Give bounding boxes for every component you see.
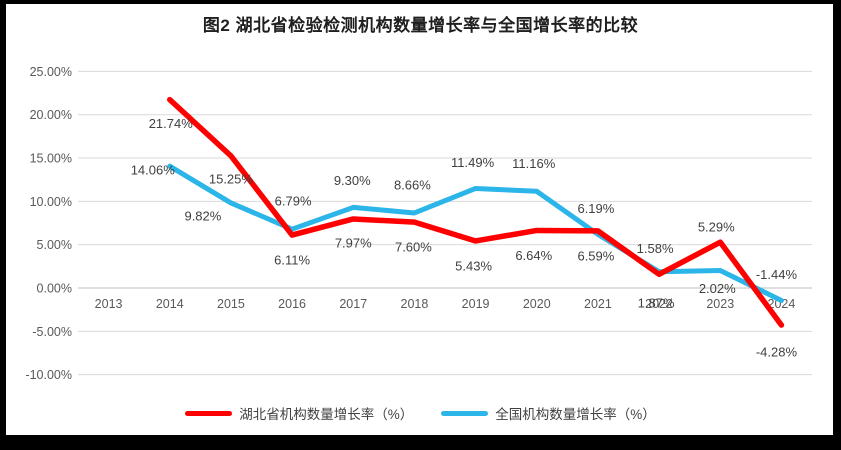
y-axis-tick-label: -5.00%	[32, 325, 72, 339]
data-label: 14.06%	[131, 163, 176, 178]
data-label: 7.60%	[395, 240, 432, 255]
x-axis-tick-label: 2016	[278, 297, 306, 311]
data-label: 11.49%	[451, 155, 495, 170]
data-label: 5.43%	[455, 258, 492, 273]
x-axis-tick-label: 2014	[156, 297, 184, 311]
data-label: 1.58%	[637, 241, 674, 256]
legend: 湖北省机构数量增长率（%） 全国机构数量增长率（%）	[0, 403, 841, 423]
x-axis-tick-label: 2017	[339, 297, 367, 311]
data-label: 1.87%	[638, 295, 675, 310]
x-axis-tick-label: 2022	[645, 297, 673, 311]
x-axis-tick-label: 2018	[401, 297, 429, 311]
legend-item-hubei: 湖北省机构数量增长率（%）	[185, 403, 413, 423]
data-label: 7.97%	[335, 235, 372, 250]
legend-swatch-hubei-line	[185, 410, 233, 416]
data-label: 11.16%	[512, 156, 556, 171]
y-axis-tick-label: 5.00%	[37, 238, 72, 252]
y-axis-tick-label: -10.00%	[25, 368, 72, 382]
data-label: 15.25%	[209, 171, 254, 186]
x-axis-tick-label: 2013	[95, 297, 123, 311]
data-label: -1.44%	[756, 267, 798, 282]
y-axis-tick-label: 20.00%	[30, 108, 72, 122]
data-label: 5.29%	[698, 220, 735, 235]
data-label: 6.11%	[274, 253, 310, 268]
y-axis-tick-label: 15.00%	[30, 152, 72, 166]
x-axis-tick-label: 2023	[706, 297, 734, 311]
chart-canvas	[6, 4, 833, 435]
data-label: 2.02%	[699, 281, 736, 296]
data-label: 6.19%	[577, 201, 614, 216]
y-axis-tick-label: 25.00%	[30, 65, 72, 79]
x-axis-tick-label: 2024	[768, 297, 796, 311]
data-label: 6.64%	[515, 248, 552, 263]
y-axis-tick-label: 0.00%	[37, 282, 72, 296]
x-axis-tick-label: 2020	[523, 297, 551, 311]
legend-swatch-national-line	[441, 410, 489, 416]
legend-label-national: 全国机构数量增长率（%）	[495, 407, 656, 422]
data-label: 6.59%	[577, 248, 614, 263]
series-line-0	[167, 96, 785, 328]
series-line-1	[167, 163, 784, 303]
legend-label-hubei: 湖北省机构数量增长率（%）	[239, 407, 414, 422]
legend-item-national: 全国机构数量增长率（%）	[441, 403, 656, 423]
data-label: 9.82%	[184, 208, 221, 223]
data-label: 21.74%	[149, 116, 194, 131]
x-axis-tick-label: 2021	[584, 297, 612, 311]
data-label: 9.30%	[334, 173, 371, 188]
chart-title: 图2 湖北省检验检测机构数量增长率与全国增长率的比较	[202, 16, 639, 35]
data-label: -4.28%	[756, 345, 798, 360]
y-axis-tick-label: 10.00%	[30, 195, 72, 209]
x-axis-tick-label: 2015	[217, 297, 245, 311]
data-label: 8.66%	[394, 177, 431, 192]
x-axis-tick-label: 2019	[462, 297, 490, 311]
data-label: 6.79%	[275, 194, 312, 209]
